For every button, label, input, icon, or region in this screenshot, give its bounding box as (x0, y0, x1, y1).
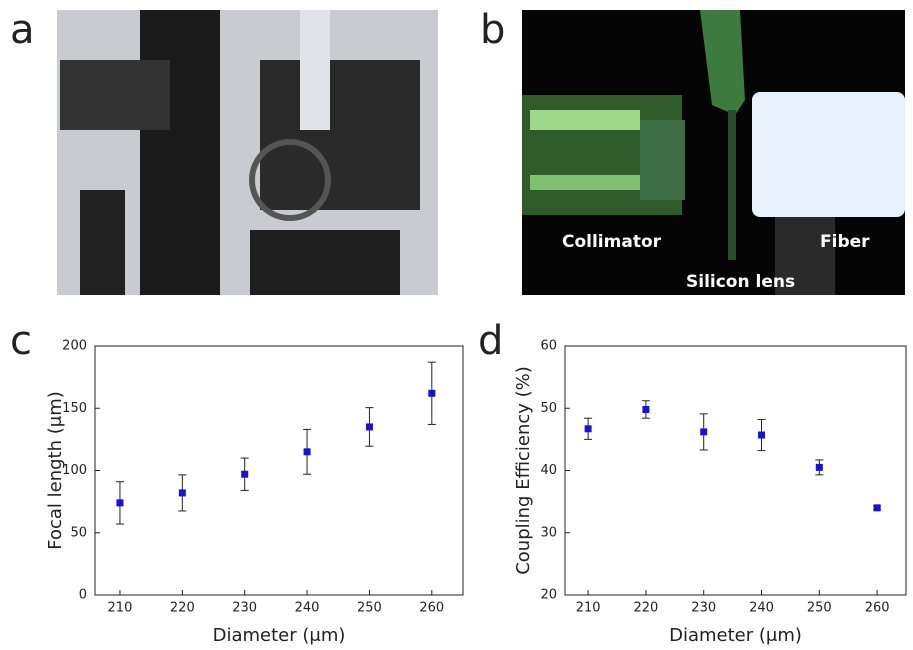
y-tick-label: 0 (79, 588, 87, 603)
y-tick-label: 20 (540, 588, 557, 603)
photo-shape (700, 10, 745, 115)
x-tick-label: 210 (576, 601, 601, 616)
photo-shape (249, 139, 331, 221)
photo-shape (752, 92, 905, 217)
x-tick-label: 220 (170, 601, 195, 616)
x-tick-label: 230 (232, 601, 257, 616)
photo-shape (250, 230, 400, 295)
y-tick-label: 50 (540, 401, 557, 416)
x-tick-label: 240 (295, 601, 320, 616)
photo-shape (530, 110, 640, 130)
data-point (241, 470, 249, 478)
data-point (116, 499, 124, 507)
data-point (815, 463, 823, 471)
panel-label: b (480, 7, 505, 53)
x-tick-label: 210 (108, 601, 133, 616)
photo-shape (140, 10, 220, 295)
y-axis-title: Focal length (μm) (45, 391, 66, 550)
x-axis-title: Diameter (μm) (669, 625, 802, 646)
photo-a (57, 10, 438, 295)
data-point (642, 405, 650, 413)
photo-shape (728, 110, 736, 260)
panel-label: c (10, 318, 32, 364)
y-tick-label: 150 (62, 401, 87, 416)
data-point (178, 489, 186, 497)
photo-shape (80, 190, 125, 295)
data-point (303, 448, 311, 456)
photo-shape (530, 175, 640, 190)
photo-shape (640, 120, 685, 200)
x-tick-label: 260 (419, 601, 444, 616)
photo-label: Silicon lens (686, 272, 795, 292)
y-tick-label: 60 (540, 339, 557, 354)
photo-shape (775, 217, 835, 295)
photo-shape (260, 60, 420, 210)
x-axis-title: Diameter (μm) (213, 625, 346, 646)
plot-frame (564, 345, 907, 596)
x-tick-label: 250 (357, 601, 382, 616)
y-tick-label: 200 (62, 339, 87, 354)
y-tick-label: 30 (540, 525, 557, 540)
photo-label: Collimator (562, 232, 662, 252)
data-point (873, 504, 881, 512)
x-tick-label: 260 (865, 601, 890, 616)
panel-label: a (10, 7, 35, 53)
y-tick-label: 50 (70, 525, 87, 540)
photo-b (522, 10, 905, 295)
photo-shape (60, 60, 170, 130)
x-tick-label: 250 (807, 601, 832, 616)
x-tick-label: 230 (691, 601, 716, 616)
data-point (700, 428, 708, 436)
photo-label: Fiber (820, 232, 870, 252)
y-axis-title: Coupling Efficiency (%) (513, 366, 534, 575)
y-tick-label: 100 (62, 463, 87, 478)
photo-shape (300, 10, 330, 130)
x-tick-label: 220 (634, 601, 659, 616)
data-point (758, 431, 766, 439)
data-point (428, 389, 436, 397)
x-tick-label: 240 (749, 601, 774, 616)
plot-frame (94, 345, 464, 596)
y-tick-label: 40 (540, 463, 557, 478)
data-point (584, 425, 592, 433)
panel-label: d (478, 318, 503, 364)
data-point (365, 423, 373, 431)
